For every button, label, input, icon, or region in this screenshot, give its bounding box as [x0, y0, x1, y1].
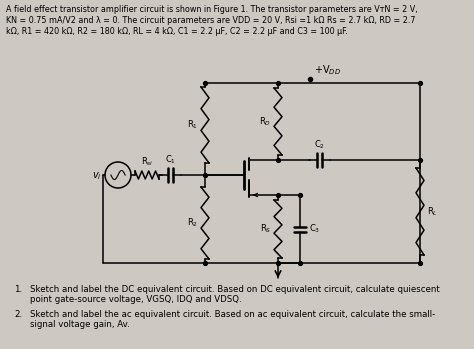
Text: Sketch and label the DC equivalent circuit. Based on DC equivalent circuit, calc: Sketch and label the DC equivalent circu…	[30, 285, 440, 304]
Text: 1.: 1.	[14, 285, 22, 294]
Text: KN = 0.75 mA/V2 and λ = 0. The circuit parameters are VDD = 20 V, Rsi =1 kΩ Rs =: KN = 0.75 mA/V2 and λ = 0. The circuit p…	[6, 16, 416, 25]
Text: 2.: 2.	[14, 310, 22, 319]
Text: Sketch and label the ac equivalent circuit. Based on ac equivalent circuit, calc: Sketch and label the ac equivalent circu…	[30, 310, 435, 329]
Text: +V$_{DD}$: +V$_{DD}$	[314, 63, 341, 77]
Text: R$_{si}$: R$_{si}$	[141, 156, 153, 168]
Text: R$_L$: R$_L$	[427, 205, 438, 218]
Text: v$_i$: v$_i$	[92, 170, 102, 182]
Text: C$_3$: C$_3$	[309, 223, 320, 235]
Text: kΩ, R1 = 420 kΩ, R2 = 180 kΩ, RL = 4 kΩ, C1 = 2.2 μF, C2 = 2.2 μF and C3 = 100 μ: kΩ, R1 = 420 kΩ, R2 = 180 kΩ, RL = 4 kΩ,…	[6, 27, 348, 36]
Text: A field effect transistor amplifier circuit is shown in Figure 1. The transistor: A field effect transistor amplifier circ…	[6, 5, 418, 14]
Text: R$_2$: R$_2$	[187, 217, 198, 229]
Text: C$_1$: C$_1$	[165, 154, 176, 166]
Text: R$_S$: R$_S$	[260, 223, 271, 235]
Text: R$_1$: R$_1$	[187, 119, 198, 131]
Text: C$_2$: C$_2$	[314, 139, 326, 151]
Text: R$_D$: R$_D$	[259, 115, 271, 128]
